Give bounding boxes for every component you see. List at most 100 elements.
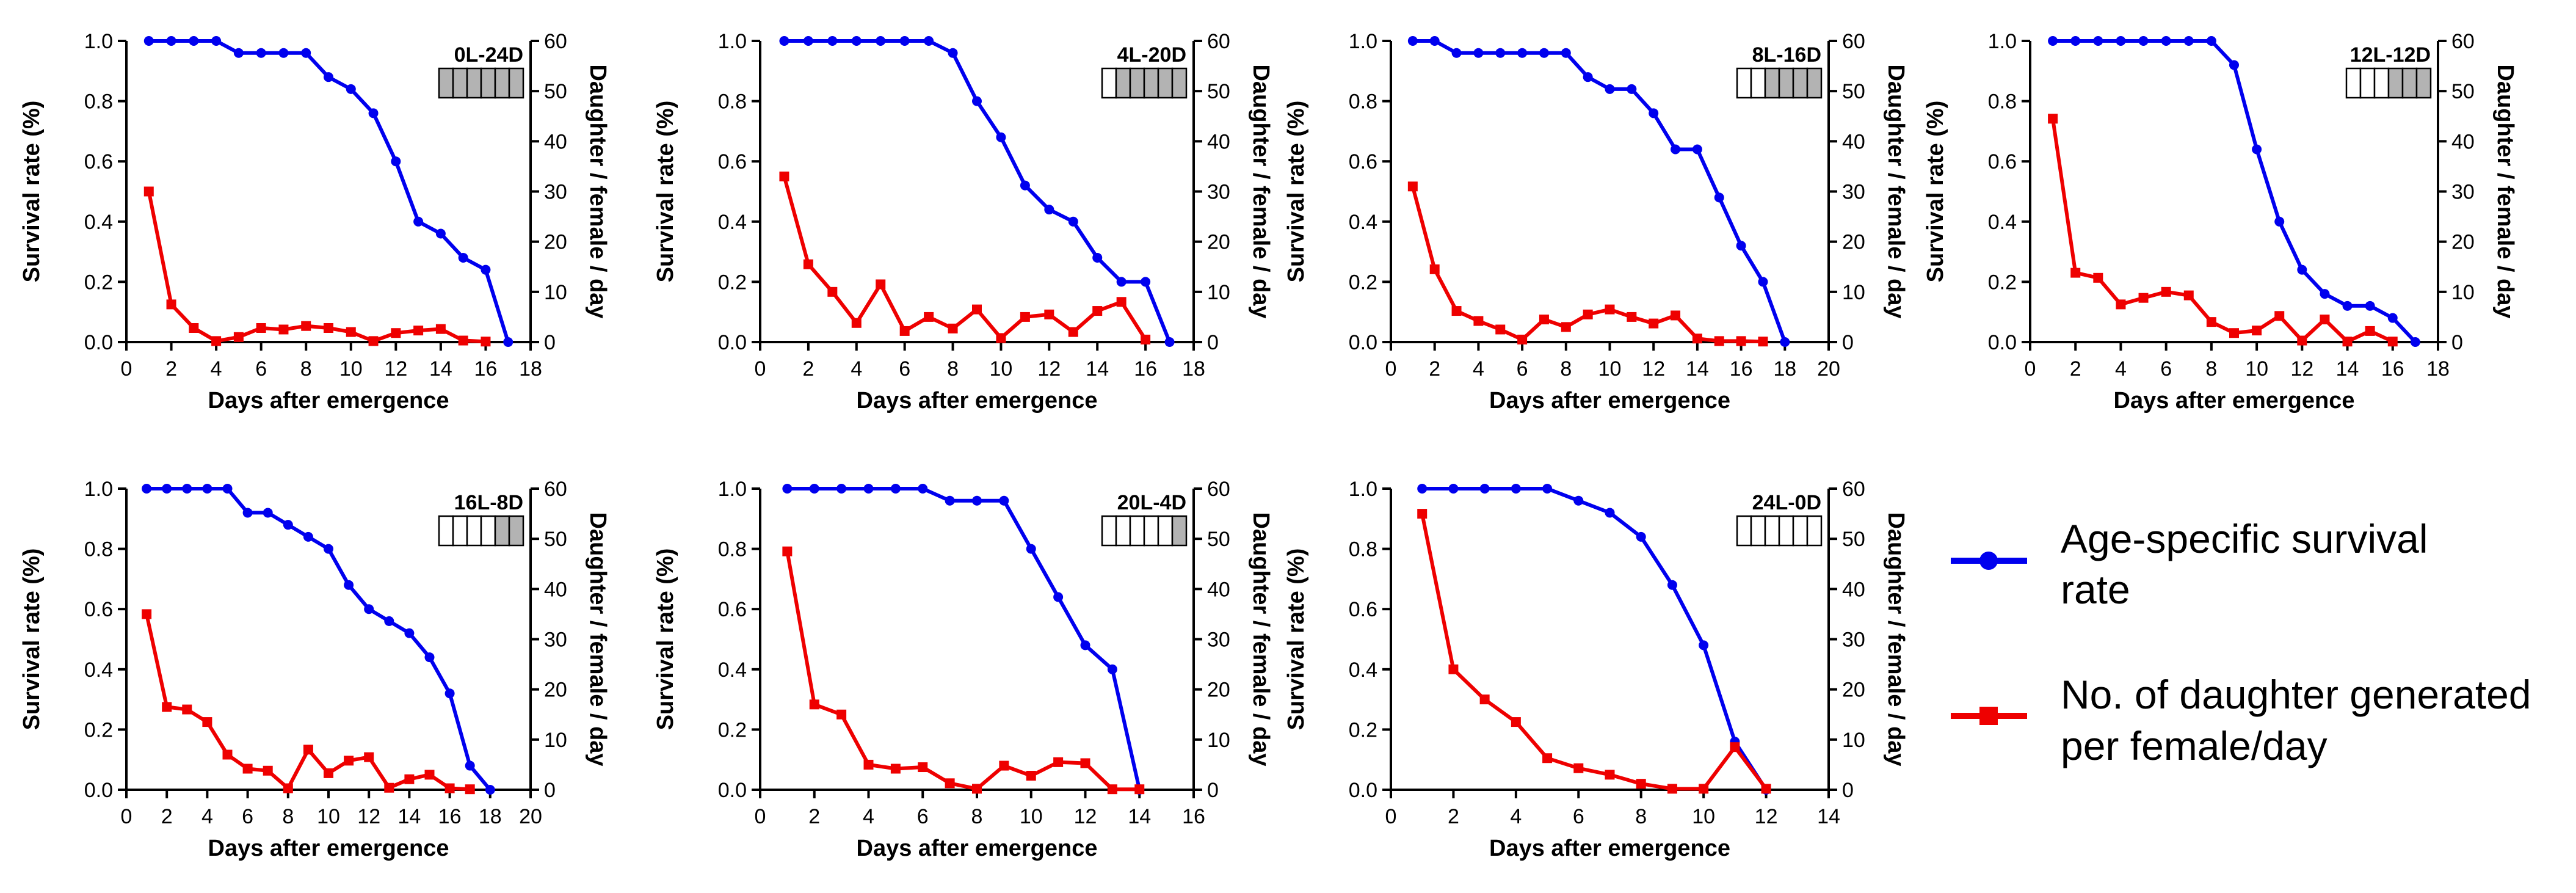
daughters-point bbox=[301, 321, 311, 331]
y-left-tick-label: 0.8 bbox=[1349, 90, 1377, 114]
x-tick-label: 18 bbox=[479, 805, 502, 828]
photoperiod-cell bbox=[508, 515, 524, 547]
x-tick-label: 2 bbox=[1429, 357, 1440, 381]
y-right-tick-label: 30 bbox=[1842, 181, 1865, 204]
y-axis-title-right: Daughter / female / day bbox=[2492, 64, 2518, 318]
x-tick-label: 8 bbox=[1635, 805, 1647, 828]
daughters-point bbox=[211, 336, 222, 346]
y-axis-title-left: Survival rate (%) bbox=[653, 101, 678, 283]
y-right-tick-label: 40 bbox=[1842, 578, 1865, 601]
photoperiod-label: 24L-0D bbox=[1752, 491, 1821, 514]
photoperiod-cell bbox=[1115, 515, 1131, 547]
survival-point bbox=[2320, 289, 2330, 299]
y-left-tick-label: 0.8 bbox=[718, 538, 747, 561]
x-tick-label: 10 bbox=[317, 805, 340, 828]
x-tick-label: 4 bbox=[201, 805, 213, 828]
x-axis-title: Days after emergence bbox=[857, 836, 1098, 861]
daughters-point bbox=[1539, 315, 1549, 325]
daughters-point bbox=[303, 745, 313, 755]
y-right-tick-label: 20 bbox=[1842, 231, 1865, 254]
daughters-point bbox=[1692, 334, 1702, 344]
daughters-point bbox=[2229, 328, 2239, 338]
y-right-tick-label: 10 bbox=[1842, 281, 1865, 304]
daughters-point bbox=[972, 304, 982, 315]
y-right-tick-label: 10 bbox=[1207, 281, 1230, 304]
photoperiod-cell bbox=[1806, 515, 1823, 547]
survival-point bbox=[1780, 337, 1790, 347]
y-left-tick-label: 0.6 bbox=[1349, 598, 1377, 621]
y-right-tick-label: 50 bbox=[2451, 80, 2475, 103]
survival-point bbox=[1495, 48, 1506, 58]
daughters-point bbox=[1730, 742, 1740, 753]
y-right-tick-label: 40 bbox=[1207, 130, 1230, 153]
survival-point bbox=[1561, 48, 1571, 58]
daughters-point bbox=[1451, 306, 1462, 316]
chart-panel-8l-16d: 0 2 4 6 8 10 12 14 16 18 20 0.0 0.2 0.4 0.6 0.8 1.0 0 10 20… bbox=[1283, 30, 1909, 414]
daughters-point bbox=[948, 323, 958, 334]
photoperiod-cell bbox=[480, 67, 496, 99]
survival-point bbox=[1473, 48, 1484, 58]
survival-point bbox=[999, 495, 1009, 506]
x-tick-label: 18 bbox=[1182, 357, 1205, 381]
x-tick-label: 16 bbox=[2381, 357, 2404, 381]
daughters-point bbox=[391, 328, 401, 338]
daughters-point bbox=[996, 333, 1006, 343]
y-axis-title-right: Daughter / female / day bbox=[585, 512, 611, 766]
survival-point bbox=[1573, 495, 1584, 506]
daughters-line bbox=[2051, 118, 2394, 344]
y-axis-title-left: Survival rate (%) bbox=[653, 549, 678, 731]
survival-point bbox=[2342, 301, 2353, 311]
survival-point bbox=[503, 337, 513, 347]
daughters-point bbox=[2093, 272, 2103, 283]
photoperiod-cell bbox=[494, 67, 510, 99]
survival-point bbox=[782, 484, 793, 494]
daughters-point bbox=[851, 318, 862, 328]
x-axis-title: Days after emergence bbox=[1489, 836, 1730, 861]
photoperiod-cell bbox=[452, 515, 468, 547]
survival-point bbox=[2070, 36, 2081, 46]
daughters-point bbox=[779, 171, 789, 181]
photoperiod-cell bbox=[1157, 515, 1174, 547]
survival-point bbox=[836, 484, 847, 494]
photoperiod-cell bbox=[2373, 67, 2390, 99]
survival-point bbox=[2048, 36, 2058, 46]
y-right-tick-label: 40 bbox=[544, 130, 567, 153]
y-left-tick-label: 0.6 bbox=[718, 150, 747, 173]
x-tick-label: 14 bbox=[1686, 357, 1709, 381]
daughters-point bbox=[1605, 304, 1615, 315]
survival-point bbox=[1539, 48, 1549, 58]
survival-point bbox=[876, 36, 886, 46]
y-right-tick-label: 30 bbox=[2451, 181, 2475, 204]
survival-point bbox=[1053, 592, 1064, 602]
y-right-tick-label: 40 bbox=[544, 578, 567, 601]
survival-point bbox=[384, 616, 394, 626]
daughters-point bbox=[836, 709, 847, 720]
y-left-tick-label: 0.0 bbox=[1349, 331, 1377, 354]
survival-point bbox=[2297, 264, 2307, 275]
survival-point bbox=[2387, 313, 2398, 323]
survival-point bbox=[1107, 664, 1117, 674]
survival-point bbox=[143, 36, 154, 46]
x-tick-label: 14 bbox=[1817, 805, 1840, 828]
survival-point bbox=[1080, 640, 1090, 651]
daughters-point bbox=[2252, 326, 2262, 336]
x-tick-label: 20 bbox=[1817, 357, 1840, 381]
y-right-tick-label: 50 bbox=[1207, 80, 1230, 103]
y-left-tick-label: 0.2 bbox=[1349, 271, 1377, 294]
x-axis-title: Days after emergence bbox=[208, 388, 449, 414]
y-left-tick-label: 0.8 bbox=[1988, 90, 2017, 114]
photoperiod-cell bbox=[494, 515, 510, 547]
survival-point bbox=[1699, 640, 1709, 651]
y-left-tick-label: 0.2 bbox=[84, 718, 113, 742]
daughters-point bbox=[1417, 509, 1428, 519]
daughters-point bbox=[364, 752, 374, 762]
photoperiod-cell bbox=[1806, 67, 1823, 99]
photoperiod-cell bbox=[1736, 67, 1752, 99]
photoperiod-cell bbox=[1143, 515, 1159, 547]
x-tick-label: 0 bbox=[1385, 805, 1397, 828]
daughters-point bbox=[458, 335, 468, 346]
photoperiod-cell bbox=[1101, 515, 1117, 547]
photoperiod-cell bbox=[1764, 515, 1780, 547]
survival-point bbox=[324, 72, 333, 82]
